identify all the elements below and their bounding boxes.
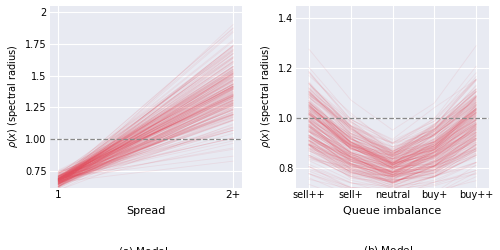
Y-axis label: $\rho(x)$ (spectral radius): $\rho(x)$ (spectral radius) xyxy=(6,45,20,148)
X-axis label: Spread: Spread xyxy=(126,206,166,216)
Y-axis label: $\rho(x)$ (spectral radius): $\rho(x)$ (spectral radius) xyxy=(258,45,272,148)
Title: (b) Model$_\mathrm{QI}$: (b) Model$_\mathrm{QI}$ xyxy=(364,245,422,250)
Title: (a) Model$_\mathrm{S}$: (a) Model$_\mathrm{S}$ xyxy=(118,246,174,250)
X-axis label: Queue imbalance: Queue imbalance xyxy=(344,206,442,216)
